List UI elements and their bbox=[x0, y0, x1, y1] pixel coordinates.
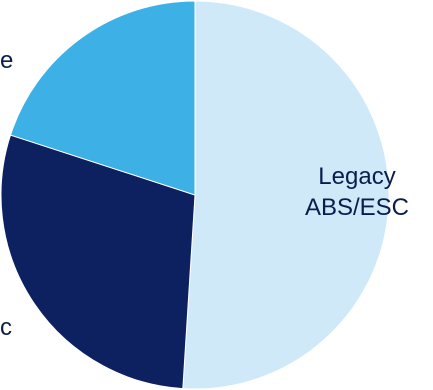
pie-labels: Legacy ABS/ESC c e bbox=[0, 47, 409, 341]
slice-label-line: ABS/ESC bbox=[305, 194, 409, 221]
slice-label-line: e bbox=[0, 47, 13, 74]
slice-label-1: Legacy ABS/ESC bbox=[305, 163, 409, 221]
pie-slice-3 bbox=[9, 0, 196, 196]
pie-slice-2 bbox=[0, 134, 196, 390]
slice-label-2: c bbox=[0, 314, 12, 341]
pie-slices bbox=[0, 0, 390, 390]
slice-label-3: e bbox=[0, 47, 13, 74]
pie-slice-1 bbox=[182, 0, 390, 390]
slice-label-line: c bbox=[0, 314, 12, 341]
slice-label-line: Legacy bbox=[318, 163, 395, 190]
